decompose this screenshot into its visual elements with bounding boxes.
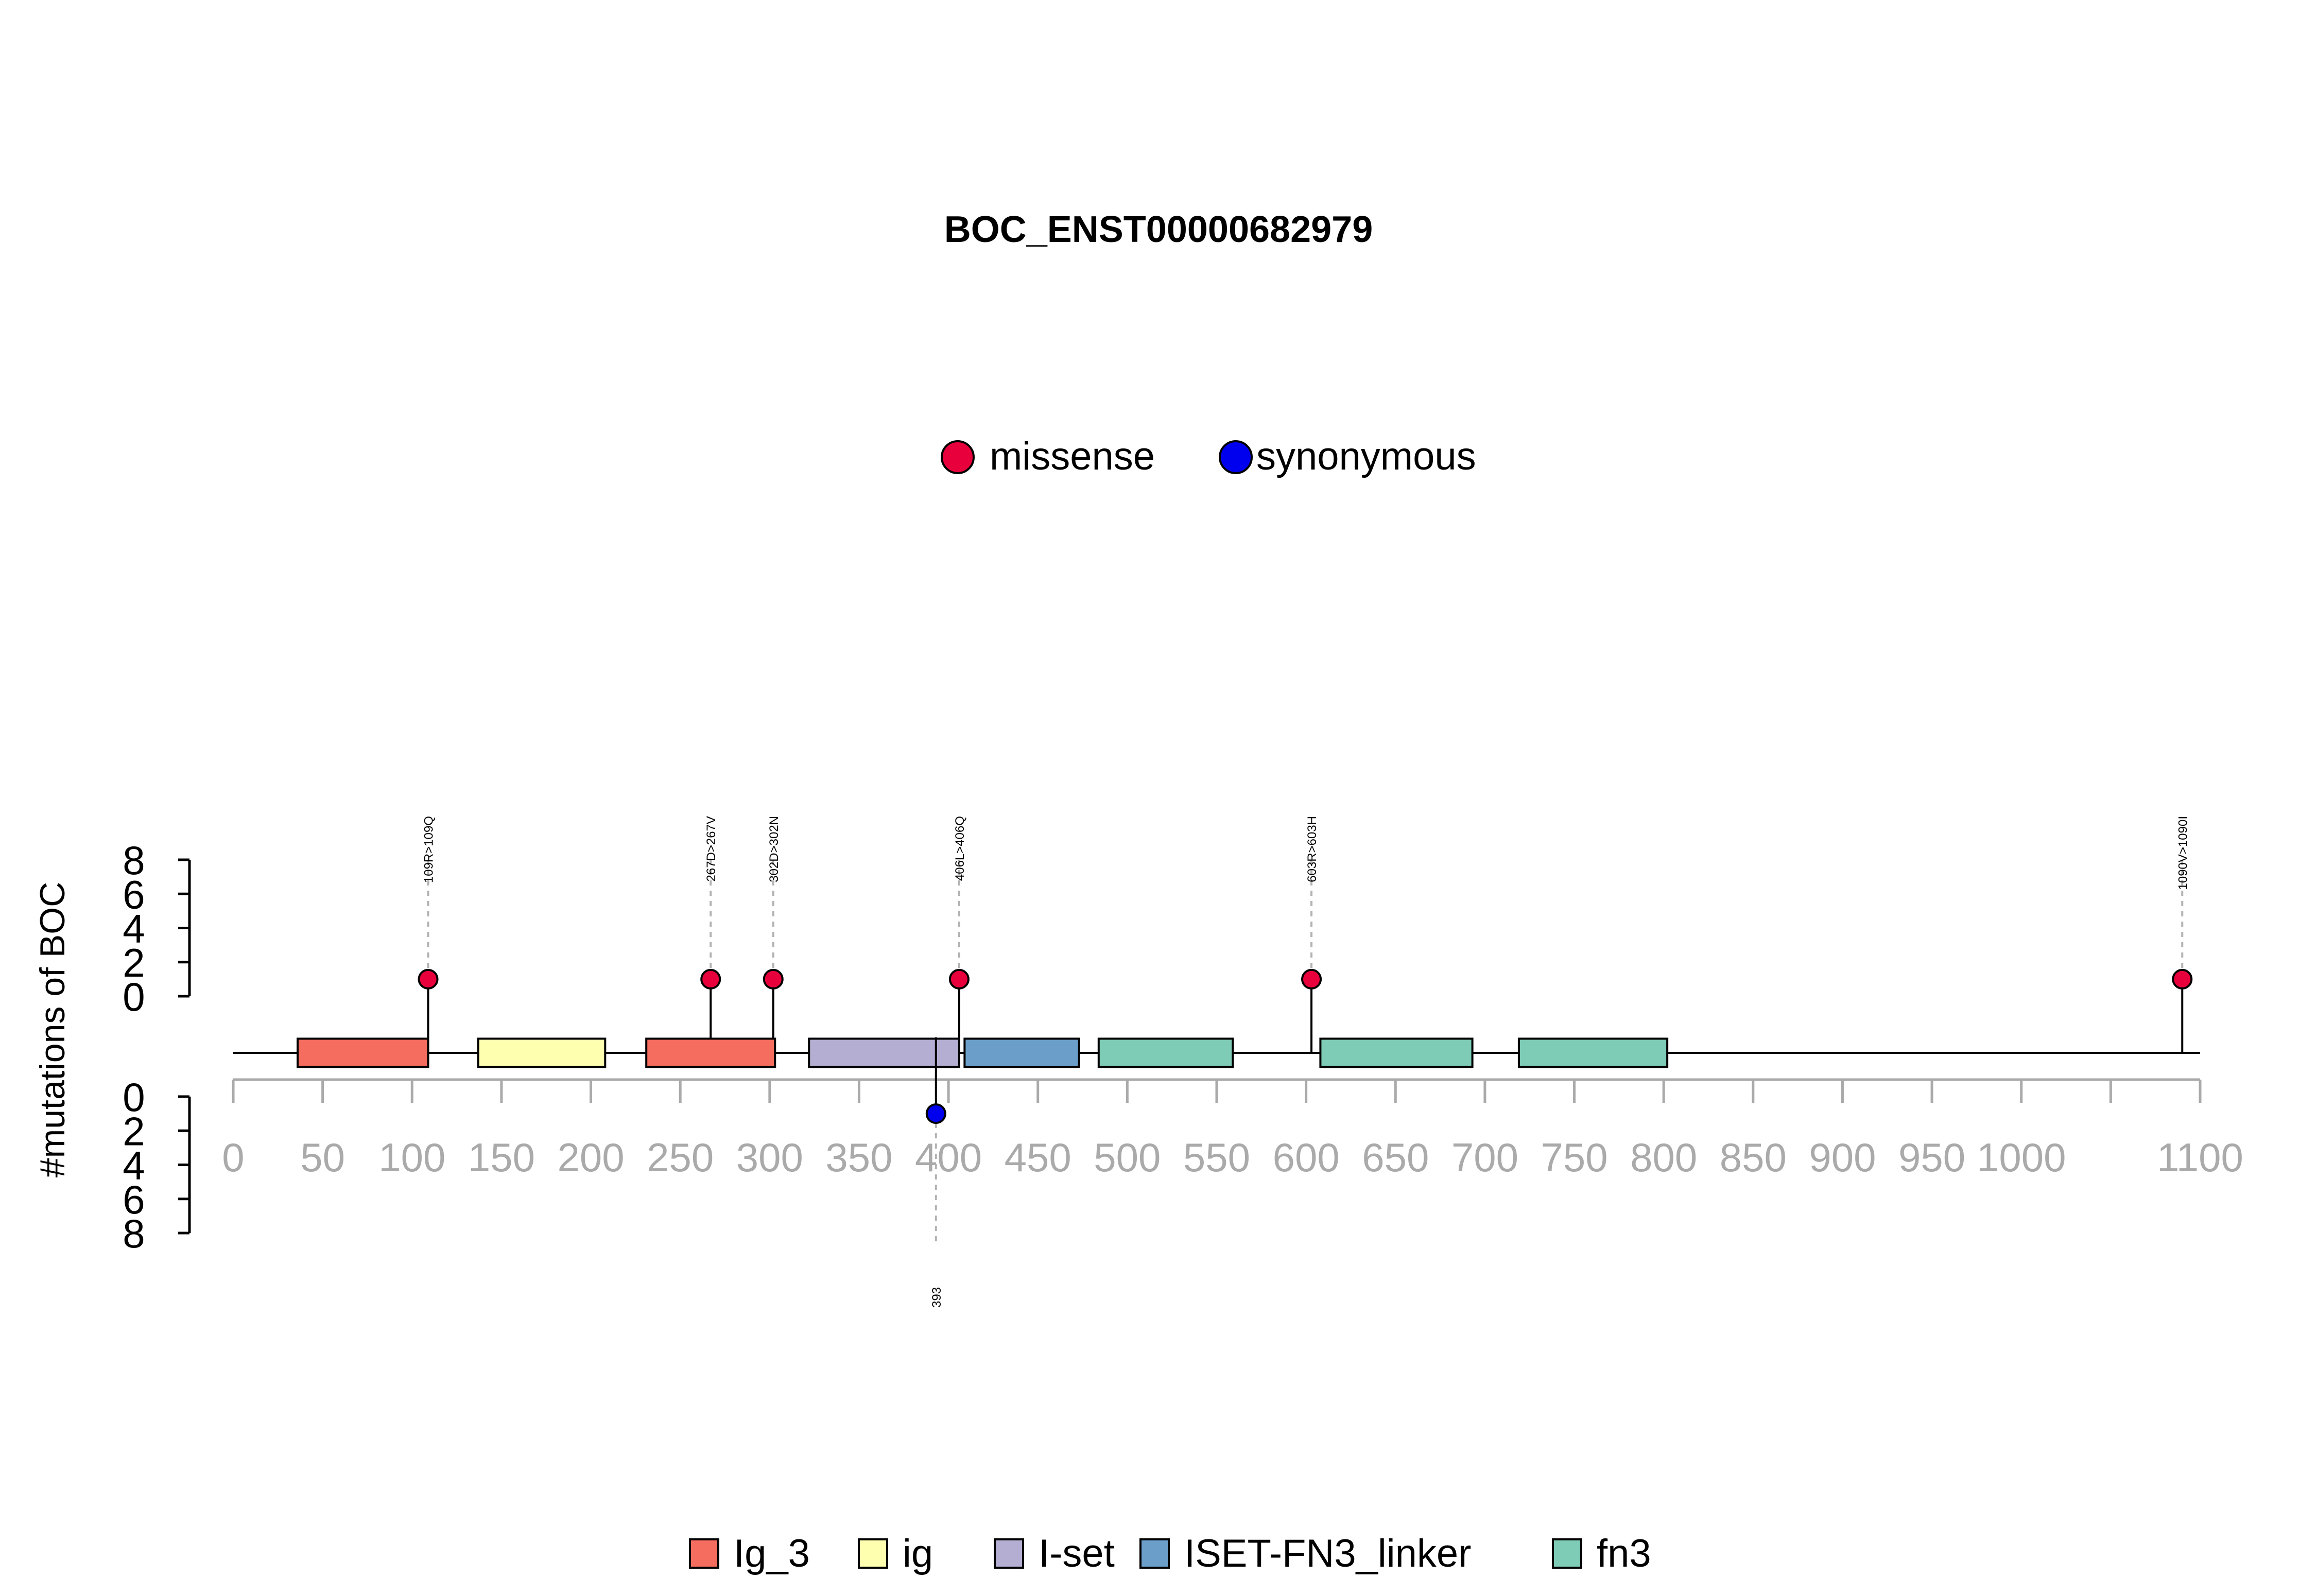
x-tick-label: 650 (1362, 1135, 1429, 1180)
y-tick-label-bottom: 6 (123, 1177, 145, 1222)
legend-swatch-I-set (994, 1538, 1024, 1569)
x-tick-label: 600 (1273, 1135, 1340, 1180)
y-tick-label-bottom: 0 (123, 1074, 145, 1120)
x-tick-label: 700 (1451, 1135, 1518, 1180)
mutation-label-109R>109Q: 109R>109Q (422, 816, 436, 883)
legend-swatch-Ig_3 (689, 1538, 719, 1569)
legend-label-I-set: I-set (1039, 1532, 1115, 1575)
legend-swatch-ig (858, 1538, 888, 1569)
mutation-label-267D>267V: 267D>267V (704, 816, 718, 881)
chart-title: BOC_ENST00000682979 (944, 209, 1373, 250)
domain-fn3 (1517, 1037, 1669, 1068)
legend-label-missense: missense (990, 435, 1155, 478)
y-tick-label-top: 6 (123, 872, 145, 917)
x-tick-label: 1100 (2157, 1135, 2243, 1180)
mutation-point-109R>109Q (418, 968, 439, 990)
domain-fn3 (1097, 1037, 1234, 1068)
domain-Ig_3 (297, 1037, 429, 1068)
x-tick-label: 300 (736, 1135, 803, 1180)
y-tick-label-bottom: 4 (123, 1143, 145, 1188)
x-tick-label: 450 (1005, 1135, 1071, 1180)
x-tick-label: 250 (647, 1135, 714, 1180)
x-tick-label: 550 (1183, 1135, 1250, 1180)
mutation-label-1090V>1090I: 1090V>1090I (2176, 816, 2190, 890)
y-tick-label-bottom: 2 (123, 1108, 145, 1154)
mutation-point-302D>302N (763, 968, 784, 990)
mutation-legend: missense synonymous (941, 435, 1476, 478)
x-tick-label: 1000 (1977, 1135, 2066, 1180)
mutation-label-302D>302N: 302D>302N (767, 816, 781, 882)
x-tick-label: 950 (1898, 1135, 1965, 1180)
legend-label-ig: ig (903, 1532, 933, 1575)
y-tick-label-top: 4 (123, 906, 145, 951)
x-tick-label: 350 (825, 1135, 892, 1180)
x-tick-label: 750 (1541, 1135, 1607, 1180)
legend-swatch-ISET-FN3_linker (1139, 1538, 1170, 1569)
x-tick-label: 400 (915, 1135, 982, 1180)
mutation-label-406L>406Q: 406L>406Q (953, 816, 967, 881)
x-tick-label: 800 (1630, 1135, 1697, 1180)
mutation-point-406L>406Q (948, 968, 970, 990)
domain-legend: Ig_3 ig I-set ISET-FN3_linker fn3 (689, 1532, 1651, 1575)
mutations-top: 109R>109Q 267D>267V 302D>302N 406L>406Q 603R… (418, 816, 2193, 1053)
x-tick-label: 0 (222, 1135, 244, 1180)
legend-label-synonymous: synonymous (1256, 435, 1476, 478)
mutation-point-267D>267V (700, 968, 721, 990)
legend-marker-missense (941, 440, 975, 474)
legend-label-ISET-FN3_linker: ISET-FN3_linker (1184, 1532, 1472, 1575)
legend-marker-synonymous (1219, 440, 1253, 474)
x-tick-label: 50 (300, 1135, 345, 1180)
legend-label-fn3: fn3 (1597, 1532, 1651, 1575)
protein-domains (297, 1037, 1669, 1068)
mutations-bottom: 393 (925, 1037, 946, 1308)
y-tick-label-top: 2 (123, 940, 145, 985)
domain-Ig_3 (645, 1037, 776, 1068)
x-axis: 0 50 100 150 200 250 300 350 400 450 500 550 600 650 7… (222, 1078, 2243, 1180)
x-tick-label: 150 (468, 1135, 535, 1180)
y-tick-label-bottom: 8 (123, 1211, 145, 1256)
mutation-label-603R>603H: 603R>603H (1305, 816, 1319, 882)
x-tick-label: 500 (1094, 1135, 1161, 1180)
x-tick-label: 900 (1809, 1135, 1876, 1180)
x-tick-label: 200 (557, 1135, 624, 1180)
x-tick-label: 850 (1720, 1135, 1787, 1180)
legend-swatch-fn3 (1552, 1538, 1582, 1569)
x-tick-label: 100 (378, 1135, 445, 1180)
domain-ISET-FN3_linker (963, 1037, 1080, 1068)
legend-label-Ig_3: Ig_3 (734, 1532, 810, 1575)
mutation-point-393 (925, 1103, 946, 1124)
domain-I-set (808, 1037, 960, 1068)
domain-ig (477, 1037, 607, 1068)
mutation-point-1090V>1090I (2172, 968, 2193, 990)
mutation-label-393: 393 (930, 1287, 944, 1308)
domain-fn3 (1319, 1037, 1474, 1068)
y-tick-label-top: 8 (123, 838, 145, 883)
y-axis-label: #mutations of BOC (33, 882, 72, 1177)
y-tick-label-top: 0 (123, 974, 145, 1019)
mutation-point-603R>603H (1301, 968, 1322, 990)
